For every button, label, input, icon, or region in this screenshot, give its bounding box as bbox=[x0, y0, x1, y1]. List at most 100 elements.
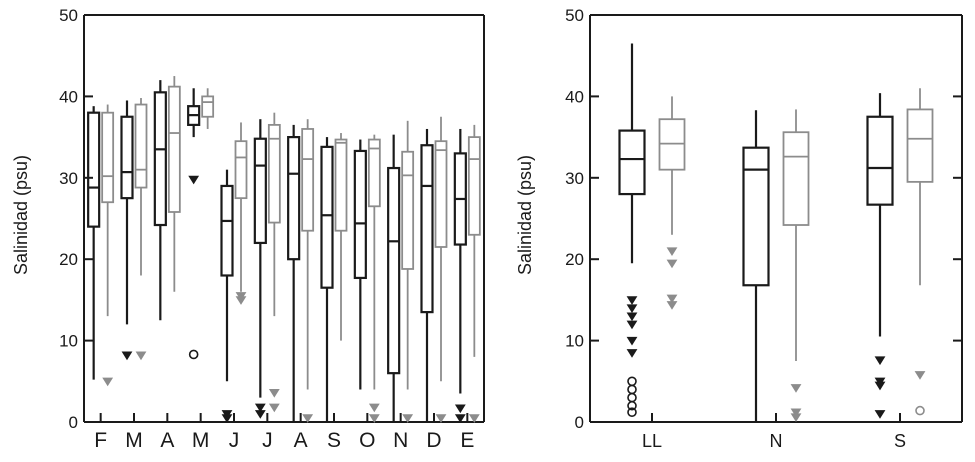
series-black bbox=[618, 43, 894, 422]
y-axis-label: Salinidad (psu) bbox=[11, 155, 31, 275]
box-A bbox=[287, 124, 301, 422]
outlier-triangle bbox=[188, 175, 200, 185]
y-tick-label: 10 bbox=[59, 332, 78, 351]
series-gray bbox=[101, 76, 481, 423]
box-E bbox=[453, 128, 467, 423]
box-M bbox=[120, 100, 134, 361]
box-iqr bbox=[866, 115, 894, 206]
outlier-triangle bbox=[874, 356, 886, 366]
outlier-triangle bbox=[790, 413, 802, 423]
x-tick-label: A bbox=[160, 429, 174, 452]
chart-panel-2: 0 10 20 30 40 50 Salinidad (psu) LL N S bbox=[515, 6, 963, 451]
outlier-triangle bbox=[268, 403, 280, 413]
box-N bbox=[401, 120, 415, 423]
box-iqr bbox=[353, 149, 367, 280]
box-S bbox=[320, 137, 334, 422]
outlier-triangle bbox=[102, 377, 114, 387]
box-J bbox=[234, 122, 248, 305]
outlier-circle bbox=[627, 400, 637, 411]
outlier-triangle bbox=[626, 304, 638, 313]
series-gray bbox=[658, 88, 934, 423]
box-N bbox=[742, 110, 770, 422]
box-iqr bbox=[618, 129, 646, 196]
box-M bbox=[201, 88, 215, 129]
box-iqr bbox=[301, 128, 315, 232]
y-tick-label: 30 bbox=[565, 169, 584, 188]
outlier-triangle bbox=[435, 414, 447, 423]
box-O bbox=[353, 139, 367, 390]
outlier-triangle bbox=[790, 384, 802, 393]
outlier-triangle bbox=[790, 408, 802, 418]
outlier-triangle bbox=[666, 301, 678, 310]
outlier-circle bbox=[627, 376, 637, 387]
box-D bbox=[434, 116, 448, 423]
box-E bbox=[467, 124, 481, 423]
box-iqr bbox=[367, 138, 381, 208]
y-tick-label: 30 bbox=[59, 169, 78, 188]
box-iqr bbox=[467, 136, 481, 236]
box-LL bbox=[618, 43, 646, 418]
outlier-triangle bbox=[626, 320, 638, 330]
x-tick-label: S bbox=[327, 429, 341, 452]
box-O bbox=[367, 134, 381, 423]
x-tick-label: A bbox=[294, 429, 308, 452]
x-tick-label: F bbox=[94, 429, 107, 452]
outlier-triangle bbox=[626, 349, 638, 358]
box-J bbox=[220, 169, 234, 423]
y-tick-label: 40 bbox=[59, 87, 78, 106]
outlier-triangle bbox=[666, 294, 678, 304]
outlier-triangle bbox=[368, 414, 380, 423]
outlier-triangle bbox=[874, 410, 886, 419]
outlier-triangle bbox=[626, 336, 638, 346]
box-iqr bbox=[167, 85, 181, 213]
box-iqr bbox=[287, 136, 301, 261]
y-axis-label: Salinidad (psu) bbox=[515, 155, 535, 275]
box-J bbox=[253, 119, 267, 419]
box-iqr bbox=[401, 150, 415, 270]
y-tick-label: 50 bbox=[565, 6, 584, 25]
outlier-triangle bbox=[626, 296, 638, 305]
box-M bbox=[187, 88, 201, 360]
box-F bbox=[87, 106, 101, 380]
box-D bbox=[420, 128, 434, 422]
box-S bbox=[906, 88, 934, 416]
box-A bbox=[167, 76, 181, 292]
x-tick-label: J bbox=[262, 429, 273, 452]
outlier-triangle bbox=[268, 388, 280, 398]
outlier-triangle bbox=[914, 371, 926, 380]
outlier-triangle bbox=[135, 351, 147, 361]
x-tick-label: S bbox=[894, 431, 906, 451]
x-tick-label: M bbox=[192, 429, 210, 452]
box-iqr bbox=[320, 145, 334, 289]
outlier-triangle bbox=[402, 414, 414, 423]
box-iqr bbox=[782, 131, 810, 226]
box-iqr bbox=[87, 111, 101, 228]
y-tick-label: 20 bbox=[565, 250, 584, 269]
x-tick-label: N bbox=[393, 429, 408, 452]
box-iqr bbox=[134, 103, 148, 189]
box-A bbox=[301, 119, 315, 423]
box-iqr bbox=[420, 144, 434, 314]
box-iqr bbox=[234, 140, 248, 200]
outlier-triangle bbox=[121, 351, 133, 361]
outlier-triangle bbox=[468, 414, 480, 423]
x-tick-label: LL bbox=[642, 431, 662, 451]
box-iqr bbox=[201, 95, 215, 118]
outlier-triangle bbox=[221, 414, 233, 423]
outlier-triangle bbox=[368, 403, 380, 413]
y-tick-label: 0 bbox=[575, 413, 584, 432]
outlier-triangle bbox=[454, 404, 466, 414]
y-tick-label: 20 bbox=[59, 250, 78, 269]
outlier-triangle bbox=[235, 296, 247, 305]
box-iqr bbox=[120, 115, 134, 200]
box-LL bbox=[658, 96, 686, 310]
box-N bbox=[387, 134, 401, 422]
y-tick-label: 40 bbox=[565, 87, 584, 106]
x-tick-label: D bbox=[426, 429, 441, 452]
series-black bbox=[87, 80, 467, 423]
box-iqr bbox=[742, 146, 770, 287]
outlier-triangle bbox=[454, 414, 466, 423]
outlier-triangle bbox=[302, 414, 314, 423]
